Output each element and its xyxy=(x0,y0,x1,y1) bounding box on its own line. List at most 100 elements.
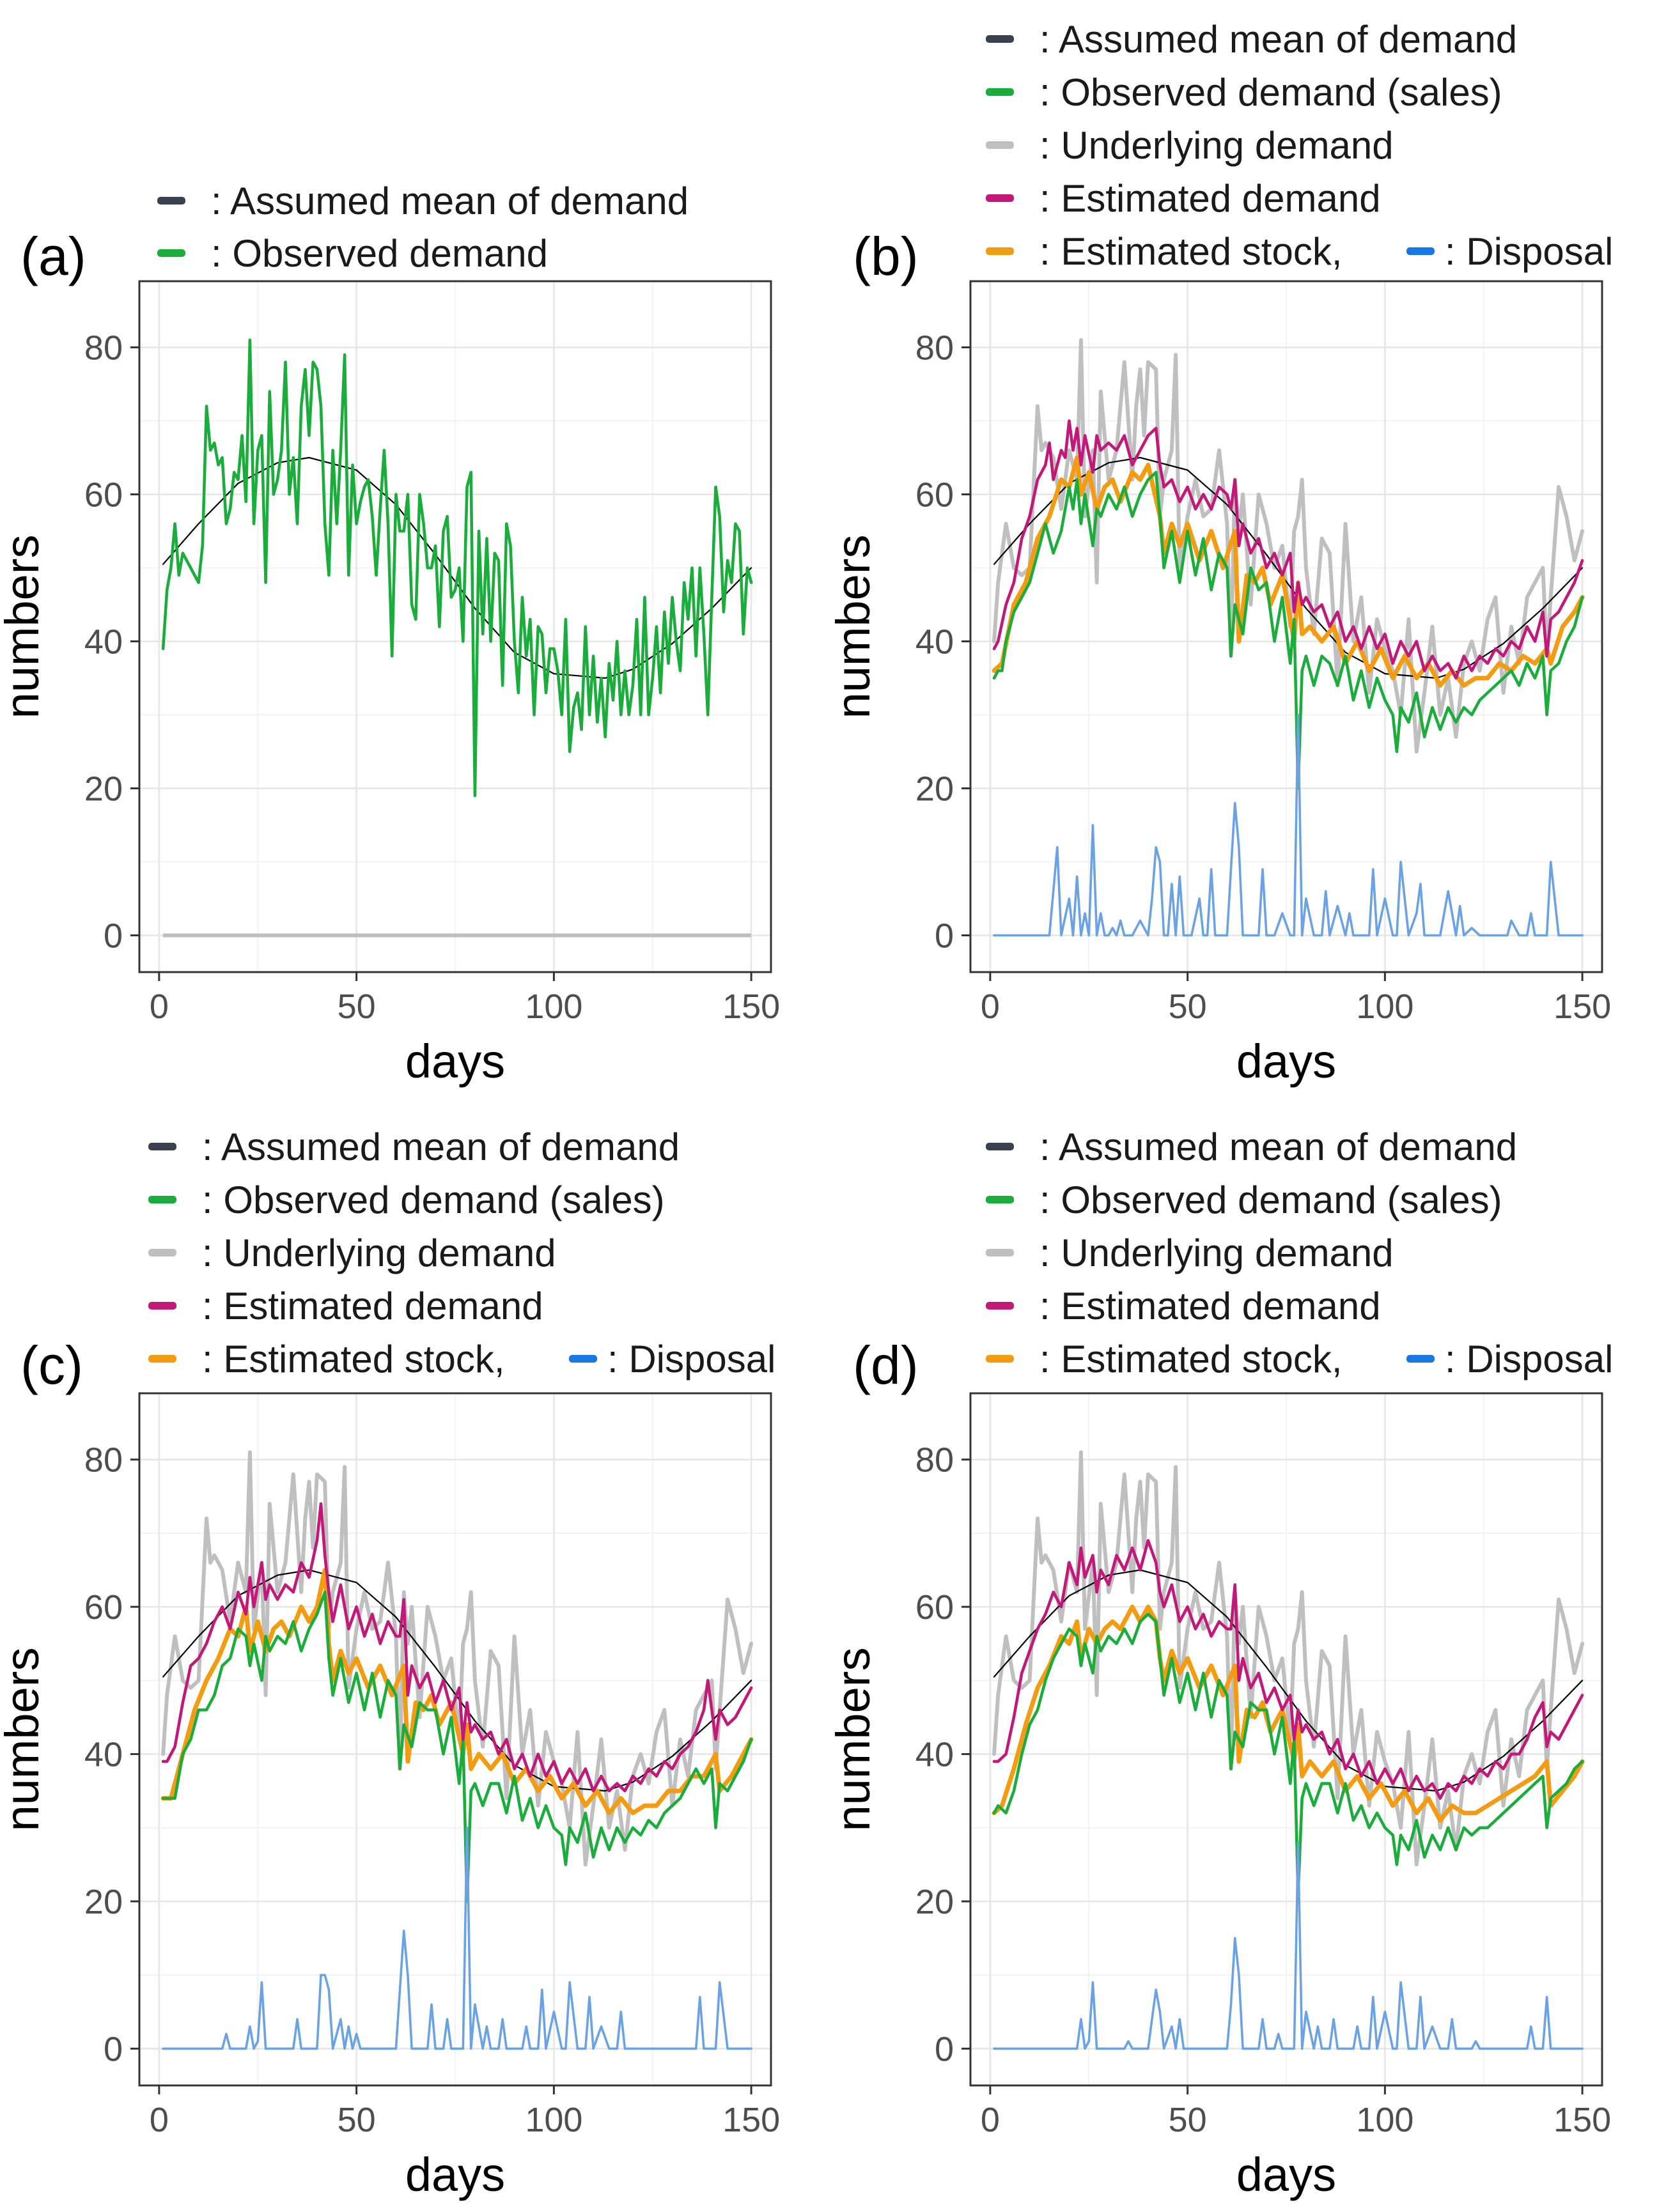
y-tick-label: 60 xyxy=(84,1588,123,1627)
legend-key-underlying xyxy=(148,1249,176,1257)
x-tick-label: 150 xyxy=(722,987,780,1026)
x-tick-label: 0 xyxy=(150,987,169,1026)
series-disposal-line xyxy=(993,1841,1584,2050)
legend-a: : Assumed mean of demand : Observed dema… xyxy=(157,180,689,275)
series-observed-line xyxy=(992,470,1584,790)
x-tick-label: 100 xyxy=(1356,2101,1413,2139)
x-tick-label: 0 xyxy=(150,2101,169,2139)
legend-label-estimated: : Estimated demand xyxy=(1039,177,1381,220)
legend-label-mean: : Assumed mean of demand xyxy=(202,1125,680,1168)
y-tick-label: 40 xyxy=(915,623,954,661)
series-estimated-line xyxy=(992,1539,1584,1800)
legend-key-stock xyxy=(986,247,1014,255)
y-tick-label: 0 xyxy=(104,917,123,955)
series-estimated-line xyxy=(992,419,1584,680)
y-tick-label: 0 xyxy=(935,2030,954,2068)
legend-b: : Assumed mean of demand : Observed dema… xyxy=(986,18,1613,273)
y-tick-label: 60 xyxy=(915,1588,954,1627)
x-tick-label: 150 xyxy=(722,2101,780,2139)
panel-a: : Assumed mean of demand : Observed dema… xyxy=(0,180,780,1088)
x-tick-label: 50 xyxy=(338,2101,376,2139)
y-tick-label: 0 xyxy=(935,917,954,955)
x-axis-title: days xyxy=(1236,2148,1336,2201)
legend-key-mean xyxy=(148,1143,176,1150)
gridlines xyxy=(970,281,1602,972)
x-tick-label: 100 xyxy=(525,987,582,1026)
legend-label-stock: : Estimated stock, xyxy=(1039,1338,1343,1381)
legend-label-disposal: : Disposal xyxy=(1445,230,1613,273)
legend-key-underlying xyxy=(986,1249,1014,1257)
legend-label-underlying: : Underlying demand xyxy=(1039,124,1394,167)
y-axis-title: numbers xyxy=(827,535,880,719)
y-tick-label: 80 xyxy=(84,1441,123,1480)
y-tick-label: 80 xyxy=(915,1441,954,1480)
legend-key-underlying xyxy=(986,141,1014,149)
legend-label-disposal: : Disposal xyxy=(607,1338,775,1381)
x-tick-label: 50 xyxy=(1169,2101,1207,2139)
x-tick-label: 150 xyxy=(1553,2101,1611,2139)
series-mean-line xyxy=(993,1569,1584,1792)
series-disposal-line xyxy=(993,713,1584,937)
plot-a: 0 50 100 150 0 20 40 60 80 days numbers xyxy=(0,280,780,1088)
plot-frame xyxy=(138,1392,772,2087)
legend-label-observed: : Observed demand (sales) xyxy=(202,1179,665,1221)
legend-key-observed xyxy=(148,1196,176,1203)
x-tick-label: 150 xyxy=(1553,987,1611,1026)
x-axis-title: days xyxy=(405,1035,505,1088)
legend-key-estimated xyxy=(986,1302,1014,1310)
series-estimated-line xyxy=(161,1502,753,1793)
legend-key-estimated xyxy=(148,1302,176,1310)
legend-key-mean xyxy=(157,197,185,205)
y-tick-label: 20 xyxy=(915,1883,954,1921)
legend-label-stock: : Estimated stock, xyxy=(202,1338,505,1381)
plot-frame xyxy=(969,1392,1603,2087)
legend-key-stock xyxy=(148,1355,176,1363)
panel-b: : Assumed mean of demand : Observed dema… xyxy=(827,18,1613,1088)
legend-d: : Assumed mean of demand : Observed dema… xyxy=(986,1125,1613,1381)
y-tick-label: 20 xyxy=(915,770,954,808)
panel-label-d: (d) xyxy=(853,1335,919,1395)
y-tick-label: 60 xyxy=(915,476,954,514)
legend-label-stock: : Estimated stock, xyxy=(1039,230,1343,273)
y-tick-label: 0 xyxy=(104,2030,123,2068)
y-tick-label: 80 xyxy=(915,329,954,367)
panel-label-c: (c) xyxy=(20,1335,83,1395)
legend-key-disposal xyxy=(1406,247,1435,255)
panel-d: : Assumed mean of demand : Observed dema… xyxy=(827,1125,1613,2201)
series-underlying-line xyxy=(992,1450,1585,1867)
panel-label-a: (a) xyxy=(20,226,86,286)
series-underlying-line xyxy=(161,1450,754,1867)
legend-label-underlying: : Underlying demand xyxy=(202,1232,556,1274)
y-tick-label: 40 xyxy=(84,623,123,661)
y-tick-label: 80 xyxy=(84,329,123,367)
legend-label-estimated: : Estimated demand xyxy=(202,1285,543,1327)
series-stock-line xyxy=(992,455,1585,688)
x-axis-title: days xyxy=(1236,1035,1336,1088)
legend-key-observed xyxy=(986,88,1014,96)
x-axis-title: days xyxy=(405,2148,505,2201)
legend-key-mean xyxy=(986,1143,1014,1150)
legend-key-mean xyxy=(986,35,1014,43)
y-axis-title: numbers xyxy=(0,1648,49,1832)
legend-key-stock xyxy=(986,1355,1014,1363)
series-observed-line xyxy=(161,1590,753,1903)
plot-b: 0 50 100 150 0 20 40 60 80 days numbers xyxy=(827,280,1611,1088)
legend-label-mean: : Assumed mean of demand xyxy=(1039,18,1517,61)
series-observed-line xyxy=(161,338,753,798)
panel-label-b: (b) xyxy=(853,226,919,286)
x-tick-label: 100 xyxy=(1356,987,1413,1026)
legend-c: : Assumed mean of demand : Observed dema… xyxy=(148,1125,775,1381)
x-tick-label: 50 xyxy=(1169,987,1207,1026)
series-disposal-line xyxy=(162,1827,752,2050)
x-tick-label: 0 xyxy=(981,987,1000,1026)
series-stock-line xyxy=(160,1568,754,1816)
y-axis-title: numbers xyxy=(827,1648,880,1832)
legend-label-estimated: : Estimated demand xyxy=(1039,1285,1381,1327)
legend-label-mean: : Assumed mean of demand xyxy=(1039,1125,1517,1168)
y-tick-label: 20 xyxy=(84,1883,123,1921)
panel-c: : Assumed mean of demand : Observed dema… xyxy=(0,1125,780,2201)
legend-label-underlying: : Underlying demand xyxy=(1039,1232,1394,1274)
x-tick-label: 0 xyxy=(981,2101,1000,2139)
plot-frame xyxy=(969,280,1603,973)
